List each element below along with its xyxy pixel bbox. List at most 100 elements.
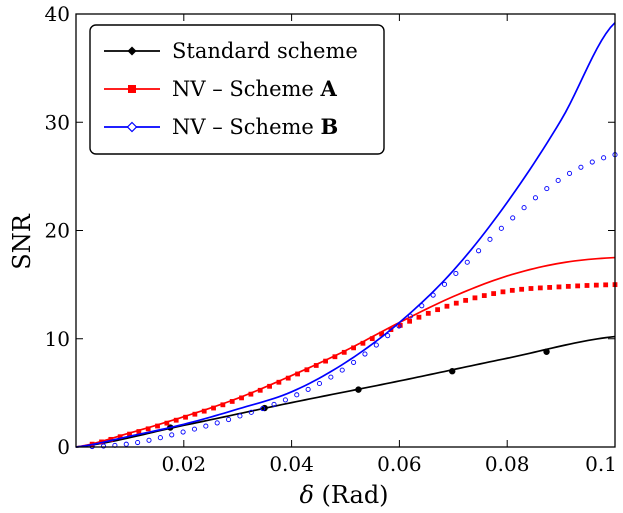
y-tick-label: 30	[45, 110, 70, 134]
legend-label-bold: A	[320, 76, 338, 101]
data-point-scheme-b-sim	[566, 170, 573, 176]
data-point-scheme-b-sim	[601, 155, 607, 161]
y-tick-label: 20	[45, 219, 70, 243]
data-point-scheme-b-sim	[464, 259, 470, 265]
data-point-scheme-a-sim	[164, 420, 170, 426]
data-point-scheme-b-sim	[578, 164, 584, 170]
data-point-scheme-a-sim	[407, 318, 413, 324]
series-layer	[75, 22, 618, 450]
legend-entry: NV – Scheme B	[104, 114, 338, 139]
x-tick-label: 0.04	[269, 452, 314, 476]
data-point-scheme-a-sim	[463, 297, 469, 303]
data-point-scheme-b-sim	[282, 397, 288, 403]
x-tick-label: 0.08	[485, 452, 530, 476]
data-point-scheme-a-sim	[575, 283, 581, 289]
data-point-scheme-a-sim	[313, 363, 319, 368]
data-point-scheme-a-sim	[136, 429, 142, 434]
data-point-scheme-a-sim	[425, 310, 431, 316]
data-point-scheme-a-sim	[397, 322, 403, 328]
data-point-scheme-a-sim	[369, 336, 375, 342]
data-point-scheme-a-sim	[220, 402, 226, 408]
data-point-scheme-a-sim	[351, 345, 356, 351]
legend-marker	[127, 46, 137, 56]
data-point-scheme-b-sim	[180, 429, 186, 435]
data-point-scheme-a-sim	[304, 367, 310, 373]
data-point-scheme-b-sim	[385, 333, 391, 339]
data-point-standard-sim	[355, 386, 362, 393]
data-point-scheme-a-sim	[117, 434, 123, 440]
data-point-scheme-b-sim	[441, 281, 448, 287]
data-point-scheme-a-sim	[295, 371, 300, 377]
x-tick-label: 0.02	[162, 452, 207, 476]
data-point-scheme-b-sim	[146, 437, 152, 443]
data-point-scheme-b-sim	[305, 386, 311, 392]
x-axis-unit: (Rad)	[314, 481, 389, 509]
series-scheme-b-theory	[75, 22, 616, 448]
data-point-scheme-b-sim	[510, 215, 516, 221]
data-point-scheme-b-sim	[544, 186, 550, 192]
data-point-scheme-a-sim	[547, 285, 553, 290]
x-tick-label: 0.1	[585, 452, 617, 476]
data-point-scheme-a-sim	[509, 287, 515, 293]
data-point-scheme-b-sim	[532, 195, 538, 201]
data-point-scheme-b-sim	[476, 248, 482, 254]
data-point-scheme-a-sim	[416, 314, 422, 320]
data-point-scheme-b-sim	[100, 443, 107, 449]
data-point-scheme-a-sim	[528, 286, 534, 291]
data-point-scheme-b-sim	[316, 380, 323, 387]
data-point-scheme-a-sim	[435, 307, 441, 313]
data-point-scheme-a-sim	[173, 417, 179, 423]
x-axis-symbol: δ	[299, 481, 313, 509]
legend-box	[89, 24, 385, 155]
data-point-scheme-a-sim	[323, 358, 328, 364]
data-point-scheme-b-sim	[123, 441, 129, 447]
data-point-scheme-a-sim	[267, 383, 272, 389]
data-point-scheme-a-sim	[229, 399, 235, 404]
data-point-scheme-a-sim	[276, 379, 282, 385]
data-point-scheme-a-sim	[491, 291, 497, 296]
data-point-scheme-b-sim	[589, 159, 595, 165]
data-point-scheme-a-sim	[379, 331, 384, 337]
data-point-scheme-b-sim	[169, 432, 175, 438]
legend-label-text: NV – Scheme	[172, 77, 321, 101]
data-point-standard-sim	[543, 348, 550, 355]
data-point-scheme-b-sim	[555, 177, 561, 183]
legend-label: Standard scheme	[172, 39, 358, 63]
data-point-scheme-a-sim	[593, 282, 599, 288]
series-scheme-b-sim	[89, 152, 618, 450]
series-scheme-a-sim	[89, 282, 618, 447]
legend-label-text: NV – Scheme	[172, 115, 321, 139]
data-point-scheme-b-sim	[373, 342, 379, 348]
data-point-scheme-a-sim	[201, 408, 207, 414]
series-line-scheme-b-theory	[75, 22, 616, 448]
data-point-scheme-a-sim	[444, 303, 450, 309]
data-point-scheme-a-sim	[565, 283, 571, 289]
legend-entry: NV – Scheme A	[104, 76, 338, 101]
legend-label-text: Standard scheme	[172, 39, 358, 63]
data-point-scheme-b-sim	[328, 374, 334, 380]
legend-label: NV – Scheme B	[172, 114, 338, 139]
data-point-scheme-a-sim	[285, 375, 291, 381]
data-point-scheme-a-sim	[239, 395, 244, 401]
x-tick-label: 0.06	[377, 452, 422, 476]
y-axis-label: SNR	[8, 213, 36, 269]
legend-entry: Standard scheme	[104, 39, 358, 63]
y-tick-label: 10	[45, 327, 70, 351]
data-point-scheme-a-sim	[603, 282, 609, 288]
data-point-scheme-a-sim	[481, 293, 487, 298]
data-point-scheme-a-sim	[108, 436, 114, 442]
data-point-scheme-b-sim	[214, 420, 220, 426]
data-point-scheme-a-sim	[183, 414, 188, 420]
data-point-scheme-b-sim	[203, 423, 209, 429]
data-point-scheme-a-sim	[257, 387, 263, 393]
data-point-scheme-a-sim	[211, 405, 216, 411]
data-point-scheme-a-sim	[584, 283, 590, 288]
data-point-scheme-b-sim	[135, 439, 141, 446]
data-point-scheme-b-sim	[453, 270, 459, 277]
data-point-scheme-b-sim	[191, 426, 198, 432]
data-point-scheme-a-sim	[127, 431, 132, 437]
data-point-scheme-b-sim	[430, 292, 436, 298]
data-point-scheme-b-sim	[237, 413, 243, 419]
data-point-scheme-a-sim	[453, 300, 459, 306]
